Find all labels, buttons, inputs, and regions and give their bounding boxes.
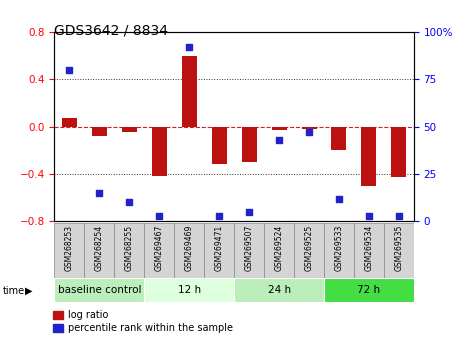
Bar: [384, 223, 414, 278]
Point: [96, 190, 103, 196]
Text: GSM268255: GSM268255: [125, 225, 134, 271]
Point: [156, 213, 163, 218]
Bar: [62, 118, 77, 127]
Bar: [84, 223, 114, 278]
Bar: [182, 56, 197, 127]
Bar: [234, 278, 324, 302]
Text: GSM269534: GSM269534: [364, 225, 374, 271]
Point: [365, 213, 373, 218]
Text: GSM269507: GSM269507: [245, 225, 254, 271]
Bar: [92, 127, 107, 136]
Point: [275, 137, 283, 143]
Point: [335, 196, 343, 201]
Text: GSM269535: GSM269535: [394, 225, 403, 271]
Bar: [114, 223, 144, 278]
Point: [305, 130, 313, 135]
Bar: [152, 127, 166, 176]
Text: 24 h: 24 h: [268, 285, 290, 295]
Text: GSM269524: GSM269524: [274, 225, 284, 271]
Bar: [302, 127, 316, 129]
Text: GSM269467: GSM269467: [155, 225, 164, 271]
Point: [125, 200, 133, 205]
Bar: [174, 223, 204, 278]
Point: [185, 44, 193, 50]
Point: [245, 209, 253, 215]
Bar: [332, 127, 346, 150]
Bar: [234, 223, 264, 278]
Text: GSM269469: GSM269469: [184, 225, 194, 271]
Bar: [204, 223, 234, 278]
Text: GSM268253: GSM268253: [65, 225, 74, 271]
Text: baseline control: baseline control: [58, 285, 141, 295]
Bar: [361, 127, 377, 186]
Bar: [324, 223, 354, 278]
Text: 72 h: 72 h: [358, 285, 380, 295]
Point: [395, 213, 403, 218]
Bar: [294, 223, 324, 278]
Text: time: time: [2, 286, 25, 296]
Text: ▶: ▶: [25, 286, 32, 296]
Point: [66, 67, 73, 73]
Bar: [324, 278, 414, 302]
Text: 12 h: 12 h: [178, 285, 201, 295]
Text: GSM268254: GSM268254: [95, 225, 104, 271]
Bar: [54, 278, 144, 302]
Legend: log ratio, percentile rank within the sample: log ratio, percentile rank within the sa…: [52, 309, 234, 334]
Text: GSM269471: GSM269471: [215, 225, 224, 271]
Bar: [272, 127, 287, 130]
Bar: [242, 127, 256, 162]
Bar: [391, 127, 406, 177]
Text: GSM269525: GSM269525: [305, 225, 314, 271]
Bar: [54, 223, 84, 278]
Bar: [144, 223, 174, 278]
Bar: [144, 278, 234, 302]
Text: GSM269533: GSM269533: [334, 225, 343, 271]
Bar: [211, 127, 227, 164]
Point: [215, 213, 223, 218]
Text: GDS3642 / 8834: GDS3642 / 8834: [54, 23, 168, 37]
Bar: [264, 223, 294, 278]
Bar: [354, 223, 384, 278]
Bar: [122, 127, 137, 132]
